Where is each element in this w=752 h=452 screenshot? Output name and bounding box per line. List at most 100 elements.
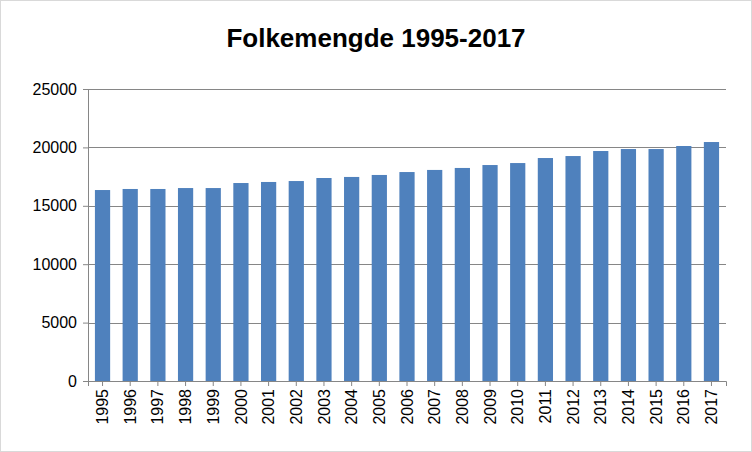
bar: [538, 158, 553, 381]
x-tick-mark: [268, 381, 269, 386]
x-tick: 2015: [648, 381, 665, 425]
x-tick-mark: [517, 381, 518, 386]
bar: [206, 188, 221, 381]
x-tick-mark: [379, 381, 380, 386]
bar: [316, 178, 331, 381]
y-tick: 5000: [41, 314, 88, 331]
bar: [482, 165, 497, 381]
x-tick-label: 2009: [482, 389, 499, 425]
x-tick: 2001: [260, 381, 277, 425]
x-tick: 2004: [343, 381, 360, 425]
x-tick: 2006: [399, 381, 416, 425]
bar: [233, 183, 248, 381]
x-tick-mark: [407, 381, 408, 386]
title: Folkemengde 1995-2017: [226, 23, 525, 53]
y-tick: 20000: [33, 139, 89, 156]
bar: [261, 182, 276, 381]
x-tick: 2008: [454, 381, 471, 425]
x-tick-label: 2008: [454, 389, 471, 425]
bar: [399, 172, 414, 381]
x-axis: 1995 1996 1997 1998 1999 2000 2001 2002 2003 2004…: [89, 381, 727, 425]
x-tick-label: 2000: [233, 389, 250, 425]
x-tick: 2007: [426, 381, 443, 425]
x-tick: 2003: [316, 381, 333, 425]
x-tick-mark: [323, 381, 324, 386]
y-tick-label: 15000: [33, 197, 78, 214]
x-tick-mark: [628, 381, 629, 386]
x-tick-mark: [240, 381, 241, 386]
x-tick: 1999: [205, 381, 222, 425]
bar: [150, 189, 165, 381]
bar: [289, 181, 304, 381]
x-tick: 1998: [177, 381, 194, 425]
bar: [427, 170, 442, 381]
y-tick-label: 5000: [41, 314, 77, 331]
x-tick-mark: [462, 381, 463, 386]
x-tick: 2016: [675, 381, 692, 425]
x-tick-mark: [102, 381, 103, 386]
x-tick-mark: [434, 381, 435, 386]
bar: [372, 175, 387, 381]
x-tick: 2005: [371, 381, 388, 425]
y-tick: 0: [68, 373, 88, 390]
x-tick: 2000: [233, 381, 250, 425]
x-tick-mark: [711, 381, 712, 386]
grid-line: [88, 147, 726, 148]
x-tick-mark: [296, 381, 297, 386]
x-tick-mark: [683, 381, 684, 386]
x-tick-label: 1995: [94, 389, 111, 425]
grid-line: [88, 89, 726, 90]
x-axis-line: [89, 382, 727, 387]
x-tick-label: 2016: [675, 389, 692, 425]
bar: [704, 142, 719, 381]
x-tick: 2010: [509, 381, 526, 425]
y-tick: 10000: [33, 256, 89, 273]
grid: [88, 90, 726, 382]
x-tick-label: 2010: [509, 389, 526, 425]
x-tick-label: 1997: [149, 389, 166, 425]
bar: [123, 189, 138, 381]
x-tick: 2009: [482, 381, 499, 425]
x-tick-mark: [157, 381, 158, 386]
x-tick-mark: [130, 381, 131, 386]
x-tick-label: 2015: [648, 389, 665, 425]
background: [1, 1, 752, 452]
x-tick-label: 2017: [703, 389, 720, 425]
x-tick-label: 2012: [565, 389, 582, 425]
x-tick: 2014: [620, 381, 637, 425]
x-tick-label: 2005: [371, 389, 388, 425]
x-tick-mark: [573, 381, 574, 386]
x-tick-mark: [545, 381, 546, 386]
y-tick-mark: [83, 89, 88, 90]
x-tick-mark: [185, 381, 186, 386]
y-tick-mark: [83, 381, 88, 382]
x-tick-label: 2014: [620, 389, 637, 425]
y-tick-label: 10000: [33, 256, 78, 273]
bar: [178, 188, 193, 381]
x-tick-mark: [351, 381, 352, 386]
x-tick-mark: [213, 381, 214, 386]
y-tick-mark: [83, 264, 88, 265]
bar: [648, 149, 663, 381]
y-tick-mark: [83, 206, 88, 207]
x-tick-label: 1998: [177, 389, 194, 425]
x-tick: 2011: [537, 381, 554, 423]
x-tick-mark: [656, 381, 657, 386]
x-tick: 1995: [94, 381, 111, 425]
x-tick-label: 1999: [205, 389, 222, 425]
x-tick-label: 2003: [316, 389, 333, 425]
x-tick: 2002: [288, 381, 305, 425]
x-tick-label: 2001: [260, 389, 277, 425]
x-tick: 1996: [122, 381, 139, 425]
x-tick-label: 2011: [537, 389, 554, 424]
x-tick-label: 2013: [592, 389, 609, 425]
x-tick-label: 2002: [288, 389, 305, 425]
y-axis-line: [83, 90, 89, 382]
bar: [455, 168, 470, 381]
bar: [621, 149, 636, 381]
bar: [95, 190, 110, 381]
y-tick-label: 20000: [33, 139, 78, 156]
x-tick-label: 2004: [343, 389, 360, 425]
x-tick: 2017: [703, 381, 720, 425]
plot: 0500010000150002000025000199519961997199…: [33, 81, 727, 425]
